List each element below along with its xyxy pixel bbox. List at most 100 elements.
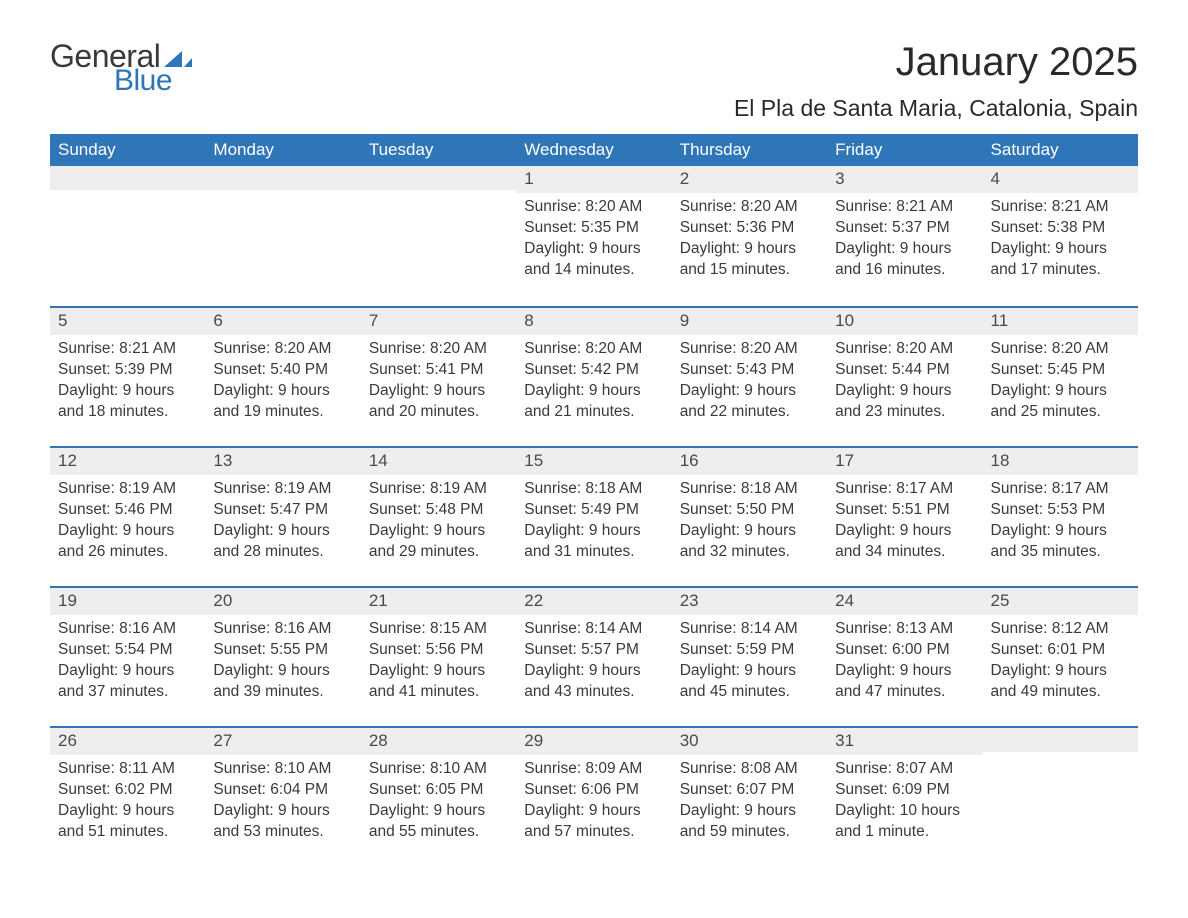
sunrise-text: Sunrise: 8:19 AM <box>58 479 197 500</box>
sunset-text: Sunset: 5:49 PM <box>524 500 663 521</box>
day-number: 20 <box>205 588 360 615</box>
cell-body: Sunrise: 8:21 AMSunset: 5:37 PMDaylight:… <box>827 193 982 299</box>
sunrise-text: Sunrise: 8:09 AM <box>524 759 663 780</box>
day-number: 2 <box>672 166 827 193</box>
day-number: 3 <box>827 166 982 193</box>
week-row: 26Sunrise: 8:11 AMSunset: 6:02 PMDayligh… <box>50 726 1138 866</box>
sunset-text: Sunset: 5:48 PM <box>369 500 508 521</box>
calendar-cell: 21Sunrise: 8:15 AMSunset: 5:56 PMDayligh… <box>361 588 516 726</box>
day-number: 29 <box>516 728 671 755</box>
calendar-cell: 24Sunrise: 8:13 AMSunset: 6:00 PMDayligh… <box>827 588 982 726</box>
daylight-text: Daylight: 9 hours and 41 minutes. <box>369 661 508 703</box>
sunrise-text: Sunrise: 8:20 AM <box>680 197 819 218</box>
week-row: 12Sunrise: 8:19 AMSunset: 5:46 PMDayligh… <box>50 446 1138 586</box>
daylight-text: Daylight: 9 hours and 34 minutes. <box>835 521 974 563</box>
sunset-text: Sunset: 5:41 PM <box>369 360 508 381</box>
calendar-cell: 2Sunrise: 8:20 AMSunset: 5:36 PMDaylight… <box>672 166 827 306</box>
daylight-text: Daylight: 9 hours and 20 minutes. <box>369 381 508 423</box>
calendar-cell: 23Sunrise: 8:14 AMSunset: 5:59 PMDayligh… <box>672 588 827 726</box>
daylight-text: Daylight: 10 hours and 1 minute. <box>835 801 974 843</box>
sunrise-text: Sunrise: 8:20 AM <box>835 339 974 360</box>
cell-body: Sunrise: 8:16 AMSunset: 5:55 PMDaylight:… <box>205 615 360 721</box>
cell-body: Sunrise: 8:20 AMSunset: 5:44 PMDaylight:… <box>827 335 982 441</box>
sunrise-text: Sunrise: 8:21 AM <box>991 197 1130 218</box>
sunset-text: Sunset: 5:39 PM <box>58 360 197 381</box>
sunset-text: Sunset: 5:36 PM <box>680 218 819 239</box>
logo-flag-icon <box>164 49 192 69</box>
page-title: January 2025 <box>734 40 1138 85</box>
sunrise-text: Sunrise: 8:19 AM <box>369 479 508 500</box>
sunrise-text: Sunrise: 8:14 AM <box>680 619 819 640</box>
calendar-cell: 18Sunrise: 8:17 AMSunset: 5:53 PMDayligh… <box>983 448 1138 586</box>
daylight-text: Daylight: 9 hours and 51 minutes. <box>58 801 197 843</box>
cell-body: Sunrise: 8:20 AMSunset: 5:41 PMDaylight:… <box>361 335 516 441</box>
day-header-wednesday: Wednesday <box>516 134 671 166</box>
daylight-text: Daylight: 9 hours and 35 minutes. <box>991 521 1130 563</box>
sunrise-text: Sunrise: 8:20 AM <box>991 339 1130 360</box>
cell-body: Sunrise: 8:16 AMSunset: 5:54 PMDaylight:… <box>50 615 205 721</box>
day-number: 30 <box>672 728 827 755</box>
day-number: 18 <box>983 448 1138 475</box>
weeks-container: 1 Sunrise: 8:20 AM Sunset: 5:35 PM Daylight… <box>50 166 1138 866</box>
daylight-text: Daylight: 9 hours and 57 minutes. <box>524 801 663 843</box>
calendar-cell: 4Sunrise: 8:21 AMSunset: 5:38 PMDaylight… <box>983 166 1138 306</box>
sunrise-text: Sunrise: 8:20 AM <box>369 339 508 360</box>
daylight-text: Daylight: 9 hours and 49 minutes. <box>991 661 1130 703</box>
day-number: 7 <box>361 308 516 335</box>
daylight-text: Daylight: 9 hours and 39 minutes. <box>213 661 352 703</box>
day-number: 15 <box>516 448 671 475</box>
daylight-text: Daylight: 9 hours and 32 minutes. <box>680 521 819 563</box>
day-number: 14 <box>361 448 516 475</box>
calendar-cell: 8Sunrise: 8:20 AMSunset: 5:42 PMDaylight… <box>516 308 671 446</box>
calendar-cell: 9Sunrise: 8:20 AMSunset: 5:43 PMDaylight… <box>672 308 827 446</box>
calendar-cell: 26Sunrise: 8:11 AMSunset: 6:02 PMDayligh… <box>50 728 205 866</box>
week-row: 19Sunrise: 8:16 AMSunset: 5:54 PMDayligh… <box>50 586 1138 726</box>
header: General Blue January 2025 El Pla de Sant… <box>50 40 1138 122</box>
sunset-text: Sunset: 6:02 PM <box>58 780 197 801</box>
calendar-cell: 29Sunrise: 8:09 AMSunset: 6:06 PMDayligh… <box>516 728 671 866</box>
cell-body: Sunrise: 8:12 AMSunset: 6:01 PMDaylight:… <box>983 615 1138 721</box>
sunset-text: Sunset: 5:40 PM <box>213 360 352 381</box>
daylight-text: Daylight: 9 hours and 23 minutes. <box>835 381 974 423</box>
cell-body: Sunrise: 8:07 AMSunset: 6:09 PMDaylight:… <box>827 755 982 861</box>
day-number: 13 <box>205 448 360 475</box>
sunset-text: Sunset: 5:44 PM <box>835 360 974 381</box>
day-header-sunday: Sunday <box>50 134 205 166</box>
cell-body: Sunrise: 8:10 AMSunset: 6:05 PMDaylight:… <box>361 755 516 861</box>
calendar-cell: 19Sunrise: 8:16 AMSunset: 5:54 PMDayligh… <box>50 588 205 726</box>
logo: General Blue <box>50 40 192 96</box>
day-number: 25 <box>983 588 1138 615</box>
sunset-text: Sunset: 5:45 PM <box>991 360 1130 381</box>
day-number: 1 <box>516 166 671 193</box>
daylight-text: Daylight: 9 hours and 21 minutes. <box>524 381 663 423</box>
sunset-text: Sunset: 6:06 PM <box>524 780 663 801</box>
daylight-text: Daylight: 9 hours and 16 minutes. <box>835 239 974 281</box>
sunset-text: Sunset: 6:09 PM <box>835 780 974 801</box>
day-number: 22 <box>516 588 671 615</box>
day-header-tuesday: Tuesday <box>361 134 516 166</box>
day-number: 31 <box>827 728 982 755</box>
sunrise-text: Sunrise: 8:19 AM <box>213 479 352 500</box>
calendar-cell: 25Sunrise: 8:12 AMSunset: 6:01 PMDayligh… <box>983 588 1138 726</box>
day-number <box>205 166 360 190</box>
calendar-cell: 30Sunrise: 8:08 AMSunset: 6:07 PMDayligh… <box>672 728 827 866</box>
calendar-cell: 5Sunrise: 8:21 AMSunset: 5:39 PMDaylight… <box>50 308 205 446</box>
day-number: 26 <box>50 728 205 755</box>
sunset-text: Sunset: 5:51 PM <box>835 500 974 521</box>
daylight-text: Daylight: 9 hours and 47 minutes. <box>835 661 974 703</box>
sunset-text: Sunset: 5:46 PM <box>58 500 197 521</box>
calendar-cell <box>205 166 360 306</box>
calendar-cell: 27Sunrise: 8:10 AMSunset: 6:04 PMDayligh… <box>205 728 360 866</box>
cell-body: Sunrise: 8:18 AMSunset: 5:50 PMDaylight:… <box>672 475 827 581</box>
sunset-text: Sunset: 5:54 PM <box>58 640 197 661</box>
sunrise-text: Sunrise: 8:17 AM <box>991 479 1130 500</box>
sunset-text: Sunset: 5:35 PM <box>524 218 663 239</box>
cell-body: Sunrise: 8:19 AMSunset: 5:46 PMDaylight:… <box>50 475 205 581</box>
sunrise-text: Sunrise: 8:18 AM <box>680 479 819 500</box>
daylight-text: Daylight: 9 hours and 26 minutes. <box>58 521 197 563</box>
daylight-text: Daylight: 9 hours and 59 minutes. <box>680 801 819 843</box>
day-number: 17 <box>827 448 982 475</box>
sunrise-text: Sunrise: 8:20 AM <box>680 339 819 360</box>
cell-body: Sunrise: 8:09 AMSunset: 6:06 PMDaylight:… <box>516 755 671 861</box>
calendar-cell: 17Sunrise: 8:17 AMSunset: 5:51 PMDayligh… <box>827 448 982 586</box>
